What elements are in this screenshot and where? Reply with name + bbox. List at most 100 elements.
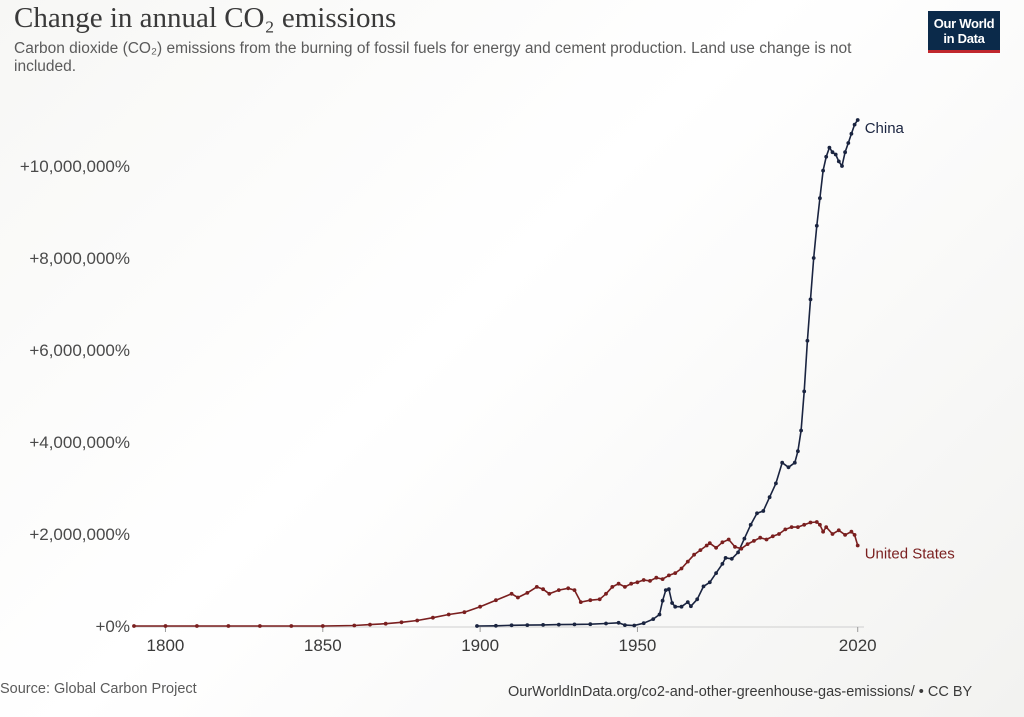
owid-logo[interactable]: Our World in Data — [928, 11, 1000, 53]
data-point[interactable] — [431, 615, 435, 620]
data-point[interactable] — [673, 571, 678, 575]
data-point[interactable] — [588, 598, 593, 603]
data-point[interactable] — [818, 522, 822, 527]
data-point[interactable] — [578, 600, 583, 604]
data-point[interactable] — [783, 527, 788, 532]
data-point[interactable] — [616, 620, 621, 625]
data-point[interactable] — [720, 540, 725, 545]
data-point[interactable] — [692, 552, 696, 557]
data-point[interactable] — [729, 556, 734, 561]
data-point[interactable] — [818, 196, 822, 201]
data-point[interactable] — [572, 622, 577, 627]
data-point[interactable] — [494, 598, 498, 603]
data-point[interactable] — [226, 624, 231, 628]
data-point[interactable] — [695, 597, 700, 602]
data-point[interactable] — [572, 588, 577, 592]
data-point[interactable] — [742, 536, 747, 541]
data-point[interactable] — [726, 537, 731, 542]
data-point[interactable] — [811, 256, 816, 260]
data-point[interactable] — [733, 545, 737, 549]
data-point[interactable] — [597, 597, 602, 602]
data-point[interactable] — [830, 532, 835, 536]
data-point[interactable] — [833, 152, 838, 157]
data-point[interactable] — [786, 465, 791, 470]
data-point[interactable] — [534, 585, 539, 589]
data-point[interactable] — [616, 581, 621, 586]
data-point[interactable] — [698, 548, 703, 552]
data-point[interactable] — [836, 528, 841, 533]
data-point[interactable] — [707, 580, 712, 585]
data-point[interactable] — [679, 566, 684, 571]
data-point[interactable] — [494, 623, 498, 628]
data-point[interactable] — [802, 522, 807, 527]
data-point[interactable] — [654, 575, 659, 580]
data-point[interactable] — [849, 529, 854, 534]
data-point[interactable] — [777, 532, 781, 536]
data-point[interactable] — [525, 591, 530, 595]
data-point[interactable] — [840, 164, 844, 168]
data-point[interactable] — [821, 529, 825, 534]
data-point[interactable] — [679, 604, 684, 609]
data-point[interactable] — [623, 585, 627, 589]
data-point[interactable] — [736, 550, 740, 555]
data-point[interactable] — [478, 604, 482, 609]
data-point[interactable] — [796, 525, 800, 529]
data-point[interactable] — [849, 131, 854, 136]
data-point[interactable] — [755, 511, 759, 516]
data-point[interactable] — [704, 543, 709, 548]
data-point[interactable] — [689, 604, 693, 609]
data-point[interactable] — [792, 460, 797, 465]
data-point[interactable] — [368, 622, 372, 627]
data-point[interactable] — [843, 533, 847, 537]
data-point[interactable] — [556, 588, 561, 592]
data-point[interactable] — [824, 154, 829, 159]
data-point[interactable] — [824, 525, 829, 529]
data-point[interactable] — [748, 522, 753, 527]
data-point[interactable] — [525, 623, 530, 627]
data-point[interactable] — [541, 587, 545, 592]
data-point[interactable] — [796, 449, 800, 454]
data-point[interactable] — [701, 584, 706, 589]
data-point[interactable] — [635, 580, 640, 585]
data-point[interactable] — [805, 338, 810, 343]
data-point[interactable] — [808, 520, 813, 525]
data-point[interactable] — [739, 546, 744, 551]
data-point[interactable] — [588, 622, 593, 627]
data-point[interactable] — [767, 495, 772, 500]
data-point[interactable] — [462, 610, 467, 615]
data-point[interactable] — [399, 620, 404, 625]
data-point[interactable] — [604, 591, 608, 596]
data-point[interactable] — [814, 223, 819, 228]
data-point[interactable] — [780, 460, 785, 465]
data-point[interactable] — [547, 591, 552, 596]
data-point[interactable] — [764, 537, 769, 542]
data-point[interactable] — [352, 623, 357, 628]
data-point[interactable] — [509, 591, 514, 596]
data-point[interactable] — [723, 556, 728, 560]
data-point[interactable] — [258, 624, 262, 628]
data-point[interactable] — [641, 621, 646, 626]
data-point[interactable] — [610, 585, 615, 589]
data-point[interactable] — [670, 601, 674, 605]
data-point[interactable] — [758, 535, 763, 540]
data-point[interactable] — [509, 623, 514, 628]
data-point[interactable] — [320, 624, 325, 628]
data-point[interactable] — [852, 122, 857, 127]
data-point[interactable] — [415, 618, 420, 623]
data-point[interactable] — [163, 624, 168, 628]
data-point[interactable] — [789, 525, 794, 529]
data-point[interactable] — [132, 624, 136, 628]
source-url-link[interactable]: OurWorldInData.org/co2-and-other-greenho… — [508, 684, 973, 700]
data-point[interactable] — [604, 621, 608, 626]
data-point[interactable] — [830, 150, 835, 155]
data-point[interactable] — [821, 168, 825, 173]
data-point[interactable] — [651, 617, 656, 621]
series-line-china[interactable] — [476, 119, 859, 627]
data-point[interactable] — [814, 520, 819, 524]
data-point[interactable] — [745, 542, 750, 546]
data-point[interactable] — [685, 559, 690, 564]
data-point[interactable] — [852, 533, 857, 537]
data-point[interactable] — [648, 579, 652, 583]
data-point[interactable] — [799, 428, 803, 433]
data-point[interactable] — [446, 612, 451, 617]
